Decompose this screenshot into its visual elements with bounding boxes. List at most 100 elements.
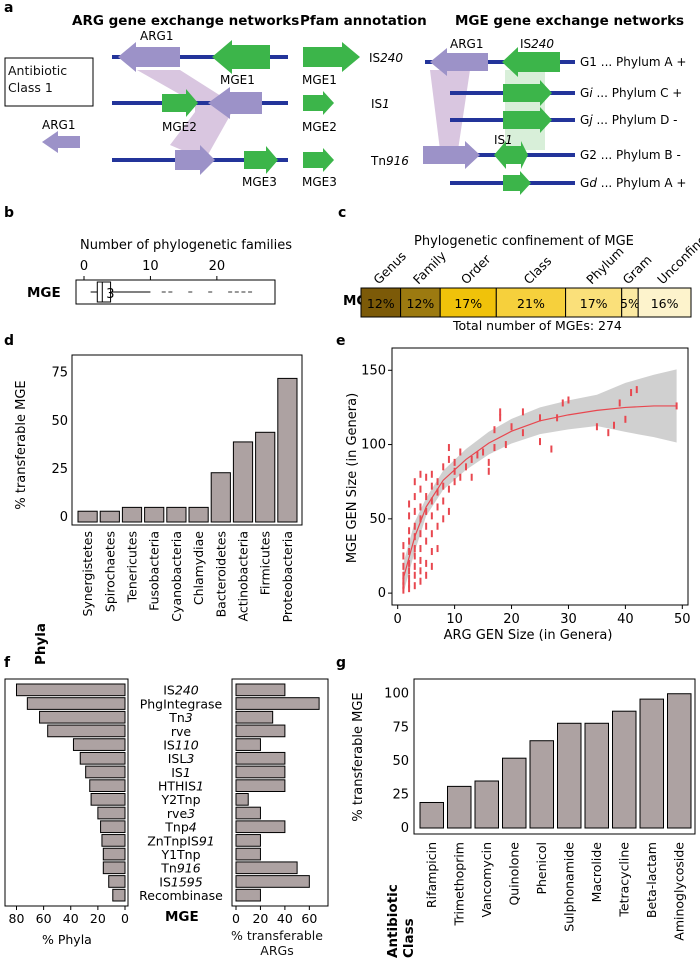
- scatter-point: [430, 562, 433, 570]
- panel-f-label: f: [4, 655, 11, 671]
- genome-phylum: ... Phylum A +: [597, 55, 687, 69]
- panel-f-mge-label: Y1Tnp: [160, 847, 200, 862]
- scatter-point: [402, 552, 405, 560]
- panel-f-right-bar: [235, 806, 261, 820]
- panel-f-left-bar: [102, 847, 126, 861]
- scatter-point: [465, 463, 467, 471]
- panel-e-xtick-label: 30: [560, 612, 577, 627]
- scatter-point: [413, 582, 416, 590]
- scatter-point: [425, 507, 428, 515]
- panel-d-category: Tenericutes: [125, 531, 140, 603]
- genome-id-index: j: [587, 113, 593, 127]
- scatter-point: [408, 512, 411, 520]
- confinement-category: Unconfined: [654, 226, 700, 287]
- right-arg1-arrow: [430, 48, 488, 76]
- panel-d: d 0 25 50 75 % transferable MGE Synergistetes…: [4, 333, 303, 665]
- scatter-point: [425, 537, 428, 545]
- scatter-point: [436, 545, 439, 553]
- scatter-point: [630, 389, 633, 397]
- panel-d-ytick-label: 75: [51, 366, 68, 381]
- scatter-point: [459, 448, 462, 456]
- panel-f-right-bar: [235, 847, 261, 861]
- panel-f-left-tick-label: 60: [36, 911, 52, 926]
- annotation-tn916-num: 916: [386, 154, 409, 168]
- panel-f-mge-label-prefix: PhgIntegrase: [140, 696, 223, 711]
- panel-g-category: Vancomycin: [479, 842, 494, 918]
- panel-f-right-bar: [235, 793, 249, 806]
- panel-f-right-bar: [235, 738, 261, 751]
- panel-f-left-tick-label: 80: [9, 911, 25, 926]
- genome-label-1: Gi ... Phylum C +: [580, 86, 682, 100]
- scatter-point: [430, 497, 433, 505]
- panel-f-mge-label: IS1: [171, 765, 191, 780]
- scatter-point: [402, 586, 405, 594]
- panel-g-category: Tetracycline: [616, 842, 631, 918]
- panel-c-label: c: [338, 205, 346, 221]
- panel-e-xtick-label: 10: [446, 612, 463, 627]
- mge2-left-label: MGE2: [162, 120, 197, 134]
- panel-f-right-bar: [235, 888, 261, 902]
- panel-f-mge-label: HTHIS1: [158, 779, 204, 794]
- panel-f-mge-label-prefix: Tnp: [164, 820, 189, 835]
- panel-f-mge-label-prefix: ZnTnpIS: [147, 833, 199, 848]
- confinement-segment-genus: [360, 287, 402, 318]
- panel-e-ytick-label: 150: [361, 363, 386, 378]
- panel-f-right-bar: [235, 683, 286, 697]
- panel-f-left-tick-label: 40: [63, 911, 79, 926]
- right-is1-label: IS1: [494, 133, 513, 147]
- scatter-point: [436, 478, 439, 486]
- panel-d-bar: [188, 506, 209, 523]
- panel-d-category: Cyanobacteria: [169, 531, 184, 622]
- panel-f-mge-label-prefix: IS: [163, 737, 175, 752]
- scatter-point: [459, 473, 462, 481]
- annotation-is240: IS240: [369, 51, 403, 65]
- panel-f-chart: IS240PhgIntegraseTn3rveIS110ISL3IS1HTHIS…: [4, 678, 329, 926]
- right-mge-row5-arrow: [503, 171, 531, 195]
- pfam-mge2-arrow: [303, 91, 334, 115]
- panel-d-ytick-label: 25: [51, 462, 68, 477]
- scatter-point: [419, 577, 422, 585]
- genome-phylum: ... Phylum B -: [597, 148, 681, 162]
- panel-f-mge-label-prefix: Y2Tnp: [160, 792, 200, 807]
- genome-id: G: [580, 176, 589, 190]
- scatter-point: [430, 470, 433, 478]
- genome-phylum: ... Phylum C +: [593, 86, 683, 100]
- panel-d-bar: [166, 506, 187, 523]
- panel-g-bar: [529, 740, 554, 829]
- fit-line: [402, 405, 677, 579]
- panel-d-ytick-label: 50: [51, 414, 68, 429]
- annotation-is240-num: 240: [380, 51, 403, 65]
- annotation-is240-prefix: IS: [369, 51, 380, 65]
- panel-f-left-bar: [85, 765, 126, 779]
- scatter-point: [413, 571, 416, 579]
- pfam-header: Pfam annotation: [300, 13, 427, 29]
- panel-c-total: Total number of MGEs: 274: [452, 318, 622, 333]
- panel-f-right-bar: [235, 710, 274, 724]
- panel-f-mge-label: Tn3: [168, 710, 193, 725]
- scatter-point: [425, 571, 428, 579]
- panel-e-xtick-label: 40: [617, 612, 634, 627]
- scatter-point: [413, 545, 416, 553]
- panel-d-bar: [232, 441, 254, 523]
- confinement-value: 5%: [620, 296, 640, 311]
- panel-f-right-bar: [235, 861, 298, 875]
- right-is240-prefix: IS: [520, 37, 531, 51]
- panel-f-right-xlabel-wrap: % transferable ARGs: [231, 928, 323, 958]
- genome-id-index: i: [589, 86, 593, 100]
- panel-d-category: Firmicutes: [258, 531, 273, 595]
- scatter-point: [402, 582, 405, 590]
- panel-g-label: g: [336, 655, 346, 671]
- panel-f-mge-label: ISL3: [168, 751, 195, 766]
- pfam-mge3-label: MGE3: [302, 175, 337, 189]
- panel-b-tick-label: 0: [80, 259, 88, 274]
- scatter-point: [413, 552, 416, 560]
- right-mge-row2-arrow: [503, 80, 552, 106]
- panel-g-bar: [557, 722, 582, 829]
- panel-d-xlabel: Phyla: [33, 623, 49, 665]
- scatter-point: [419, 556, 422, 564]
- confinement-value: 12%: [407, 296, 435, 311]
- panel-d-bar: [144, 506, 165, 523]
- scatter-point: [447, 507, 450, 515]
- confinement-category: Genus: [370, 248, 409, 287]
